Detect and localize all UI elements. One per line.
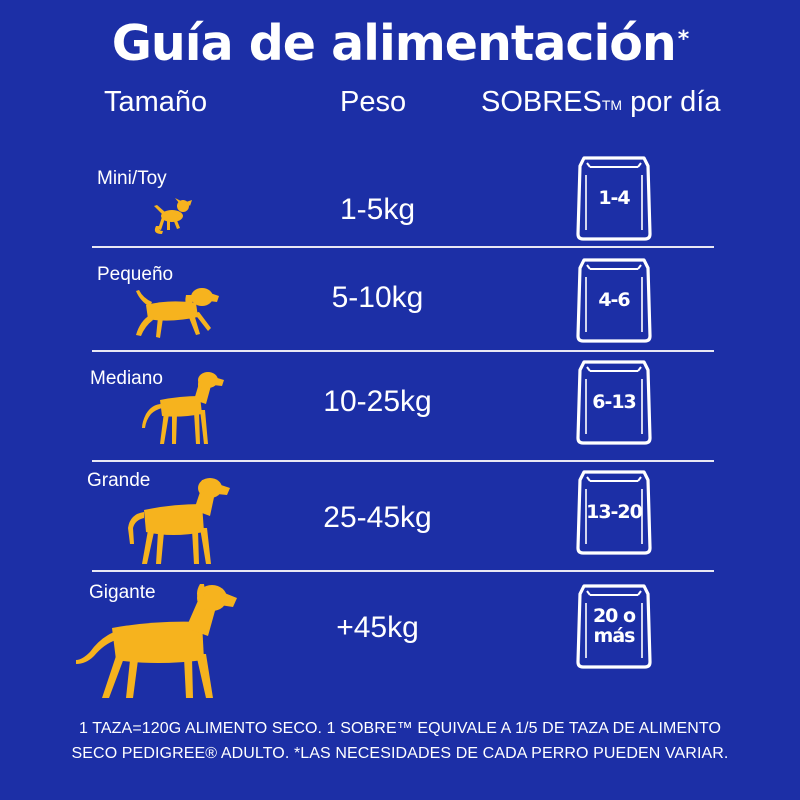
- weight-grande: 25-45kg: [323, 501, 432, 534]
- title-asterisk: *: [677, 27, 689, 52]
- sachet-count-grande: 13-20: [586, 501, 643, 523]
- sachet-count-mediano: 6-13: [592, 391, 637, 413]
- sachet-count-pequeno: 4-6: [598, 289, 630, 311]
- weight-mediano: 10-25kg: [323, 385, 432, 418]
- weight-mini-toy: 1-5kg: [339, 193, 416, 226]
- weight-gigante: +45kg: [336, 611, 419, 644]
- size-label-pequeno: Pequeño: [97, 264, 174, 285]
- large-dog-icon: [128, 478, 230, 564]
- sachet-icon-mediano: 6-13: [574, 358, 654, 446]
- sachet-icon-grande: 13-20: [574, 468, 654, 556]
- medium-dog-icon: [142, 372, 224, 444]
- small-dog-icon: [154, 198, 192, 234]
- sachet-icon-gigante: 20 o más: [574, 582, 654, 670]
- header-size: Tamaño: [104, 86, 208, 118]
- header-trademark: TM: [601, 97, 623, 113]
- sachet-count-mini-toy: 1-4: [598, 187, 630, 209]
- row-divider: [92, 246, 714, 248]
- row-divider: [92, 570, 714, 572]
- sachet-count-gigante-line2: más: [593, 625, 636, 647]
- size-label-mediano: Mediano: [90, 368, 163, 389]
- footnote: 1 TAZA=120G ALIMENTO SECO. 1 SOBRE™ EQUI…: [0, 716, 800, 766]
- small-dog-icon: [136, 288, 219, 338]
- size-label-grande: Grande: [87, 470, 151, 491]
- size-label-gigante: Gigante: [89, 582, 156, 603]
- header-sachets: SOBRESTM por día: [481, 84, 720, 120]
- size-label-mini-toy: Mini/Toy: [97, 168, 167, 189]
- sachet-icon-pequeno: 4-6: [574, 256, 654, 344]
- row-divider: [92, 350, 714, 352]
- sachet-count-gigante-line1: 20 o: [592, 605, 636, 627]
- header-weight: Peso: [340, 86, 407, 118]
- title-text: Guía de alimentación: [111, 15, 677, 72]
- weight-pequeno: 5-10kg: [331, 281, 424, 314]
- footnote-line-2: SECO PEDIGREE® ADULTO. *LAS NECESIDADES …: [71, 745, 729, 762]
- row-divider: [92, 460, 714, 462]
- page-title: Guía de alimentación*: [0, 14, 800, 74]
- sachet-icon-mini-toy: 1-4: [574, 154, 654, 242]
- header-per-day: por día: [630, 86, 721, 118]
- header-sachets-label: SOBRES: [481, 86, 602, 118]
- giant-dog-icon: [76, 584, 237, 698]
- sachet-count-gigante: 20 o más: [574, 582, 654, 670]
- footnote-line-1: 1 TAZA=120G ALIMENTO SECO. 1 SOBRE™ EQUI…: [78, 720, 722, 737]
